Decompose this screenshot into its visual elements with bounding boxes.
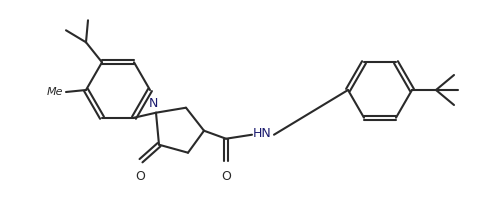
Text: HN: HN xyxy=(253,127,272,140)
Text: O: O xyxy=(221,170,231,183)
Text: Me: Me xyxy=(46,87,63,97)
Text: N: N xyxy=(148,97,158,110)
Text: O: O xyxy=(135,170,145,183)
